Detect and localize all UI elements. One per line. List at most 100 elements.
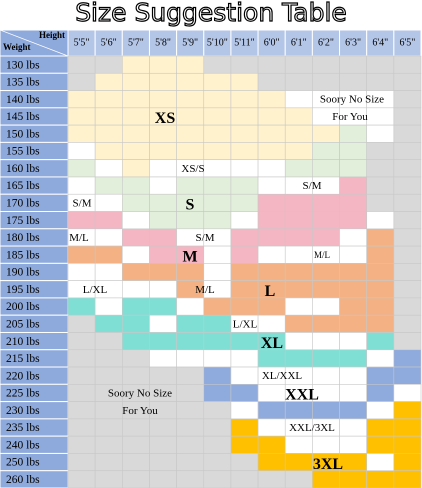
size-cell (149, 245, 177, 264)
size-cell (284, 245, 313, 264)
size-cell (149, 159, 177, 178)
size-cell (312, 332, 340, 351)
size-cell (176, 142, 205, 160)
size-cell (67, 142, 96, 160)
size-cell (67, 211, 96, 230)
size-cell (176, 332, 205, 351)
size-cell (230, 470, 259, 488)
size-cell (257, 193, 286, 212)
size-cell (149, 366, 177, 385)
column-header: 6'4" (372, 37, 388, 48)
size-cell (393, 245, 422, 264)
size-cell (339, 366, 367, 385)
size-cell (312, 263, 340, 281)
size-cell (176, 453, 205, 472)
size-cell (176, 366, 205, 385)
size-cell (203, 297, 232, 316)
size-cell (94, 366, 123, 385)
size-cell (122, 228, 150, 247)
column-header: 5'7" (128, 37, 144, 48)
size-cell (94, 332, 123, 351)
size-cell (257, 55, 286, 74)
size-cell (67, 366, 96, 385)
column-header: 6'5" (399, 37, 415, 48)
size-cell (122, 366, 150, 385)
height-label: Height (39, 30, 65, 40)
size-cell (94, 176, 123, 195)
row-header: 185 lbs (6, 249, 40, 261)
row-header: 225 lbs (6, 388, 40, 400)
size-cell (67, 349, 96, 368)
size-cell (203, 418, 232, 437)
size-cell (393, 263, 422, 281)
size-cell (312, 193, 340, 212)
size-cell (339, 401, 367, 420)
size-cell (366, 401, 395, 420)
size-cell (122, 159, 150, 178)
size-cell (67, 124, 96, 143)
size-cell (230, 366, 259, 385)
size-cell (94, 55, 123, 74)
size-cell (67, 72, 96, 91)
size-cell (149, 211, 177, 230)
size-label: S/M (73, 197, 92, 209)
size-cell (149, 297, 177, 316)
size-cell (94, 314, 123, 333)
row-header: 220 lbs (6, 370, 40, 382)
size-cell (230, 384, 259, 402)
size-cell (203, 366, 232, 385)
size-cell (230, 297, 259, 316)
size-cell (393, 107, 422, 126)
size-label: For You (332, 111, 368, 123)
column-header: 5'10" (207, 37, 228, 48)
size-cell (257, 418, 286, 437)
size-cell (339, 297, 367, 316)
size-cell (176, 124, 205, 143)
size-cell (284, 55, 313, 74)
column-header: 5'8" (155, 37, 171, 48)
size-cell (284, 124, 313, 143)
size-cell (94, 211, 123, 230)
size-cell (366, 55, 395, 74)
size-cell (339, 228, 367, 247)
weight-label: Weight (3, 42, 31, 52)
corner-diagonal (0, 29, 69, 57)
size-cell (284, 401, 313, 420)
size-cell (122, 72, 150, 91)
size-cell (67, 418, 96, 437)
size-cell (393, 470, 422, 488)
size-cell (203, 107, 232, 126)
size-cell (230, 159, 259, 178)
row-header: 215 lbs (6, 353, 40, 365)
size-cell (393, 193, 422, 212)
size-cell (393, 453, 422, 472)
size-cell (203, 349, 232, 368)
size-cell (366, 142, 395, 160)
size-cell (339, 72, 367, 91)
size-cell (67, 470, 96, 488)
size-cell (312, 401, 340, 420)
size-cell (366, 470, 395, 488)
size-cell (149, 418, 177, 437)
size-cell (176, 418, 205, 437)
size-cell (122, 314, 150, 333)
size-cell (67, 176, 96, 195)
size-cell (176, 314, 205, 333)
size-cell (176, 55, 205, 74)
size-cell (176, 384, 205, 402)
size-cell (312, 211, 340, 230)
size-cell (94, 297, 123, 316)
size-cell (203, 263, 232, 281)
size-cell (67, 384, 96, 402)
size-cell (257, 263, 286, 281)
size-cell (366, 349, 395, 368)
size-cell (393, 349, 422, 368)
size-cell (339, 280, 367, 299)
size-cell (203, 124, 232, 143)
column-header-cell (121, 29, 150, 57)
size-label: S/M (303, 180, 322, 192)
size-cell (122, 470, 150, 488)
size-cell (366, 245, 395, 264)
size-cell (339, 453, 367, 472)
size-cell (203, 435, 232, 454)
